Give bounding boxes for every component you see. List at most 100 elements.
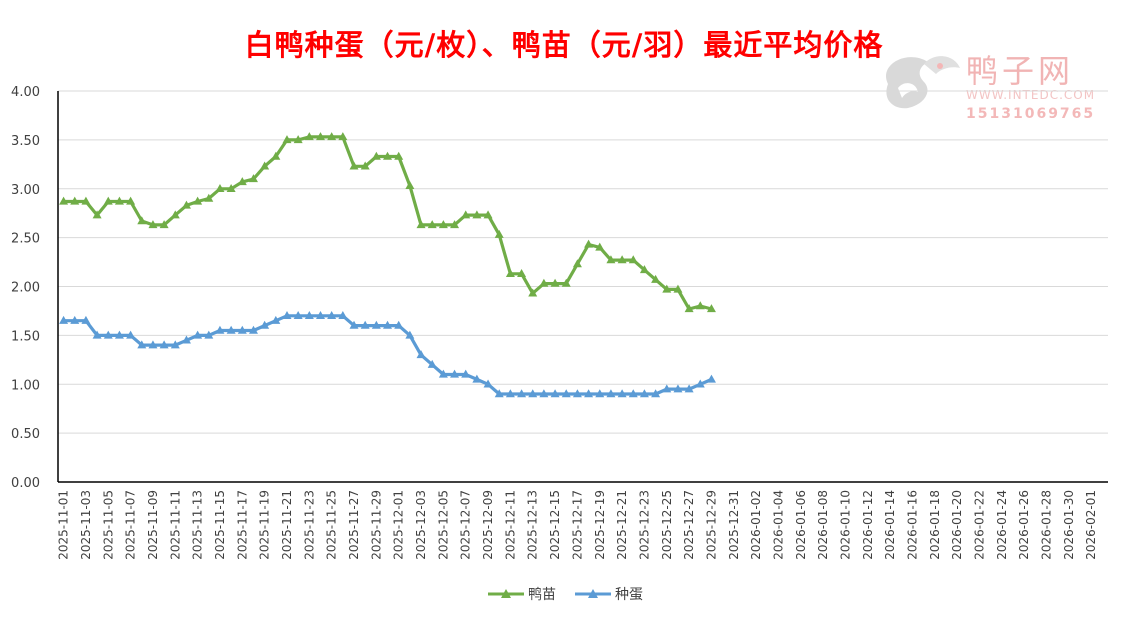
data-point-marker [360,161,370,170]
data-point-marker [282,135,292,144]
data-point-marker [383,151,393,160]
data-point-marker [293,311,303,320]
data-point-marker [316,132,325,141]
gridlines [58,90,1108,434]
data-point-marker [561,389,571,398]
x-tick-label: 2025-12-17 [570,490,584,560]
data-point-marker [137,340,147,349]
x-tick-label: 2026-01-16 [906,490,920,560]
data-point-marker [114,330,124,339]
legend-label: 种蛋 [615,587,643,603]
data-point-marker [338,311,348,320]
data-point-marker [606,255,616,264]
data-point-marker [584,239,594,248]
x-tick-label: 2025-11-23 [302,490,316,560]
y-tick-label: 2.00 [11,281,40,296]
y-tick-label: 0.50 [11,427,40,442]
x-tick-label: 2026-01-14 [883,490,897,560]
x-tick-label: 2025-12-01 [392,490,406,560]
data-point-marker [148,340,158,349]
data-point-marker [148,220,158,229]
data-point-marker [394,151,404,160]
x-tick-label: 2025-11-01 [57,490,71,560]
legend-label: 鸭苗 [528,587,556,603]
data-point-marker [461,369,471,378]
x-tick-label: 2025-11-17 [235,490,249,560]
x-tick-label: 2025-11-29 [369,490,383,560]
x-tick-label: 2026-01-12 [861,490,875,560]
data-point-marker [371,320,381,329]
data-point-marker [684,384,694,393]
data-point-marker [114,196,124,205]
x-tick-label: 2026-01-06 [794,490,808,560]
data-point-marker [237,325,247,334]
data-point-marker [584,389,594,398]
x-tick-label: 2026-02-01 [1084,490,1098,560]
x-tick-label: 2025-11-15 [213,490,227,560]
x-tick-label: 2025-11-13 [191,490,205,560]
data-point-marker [170,210,180,219]
data-point-marker [561,278,571,287]
data-point-marker [539,278,549,287]
data-point-marker [528,288,538,297]
x-tick-label: 2025-12-03 [414,490,428,560]
data-point-marker [204,330,214,339]
data-point-marker [617,255,627,264]
data-point-marker [651,389,661,398]
x-tick-label: 2025-12-09 [481,490,495,560]
x-tick-label: 2025-12-07 [459,490,473,560]
y-tick-label: 0.00 [11,476,40,491]
data-point-marker [70,196,80,205]
data-point-marker [695,379,705,388]
x-tick-label: 2026-01-28 [1040,490,1054,560]
data-point-marker [327,132,337,141]
chart-title: 白鸭种蛋（元/枚）、鸭苗（元/羽）最近平均价格 [244,28,884,62]
data-point-marker [126,196,136,205]
x-tick-label: 2026-01-30 [1062,490,1076,560]
legend: 鸭苗 种蛋 [488,587,643,603]
data-point-marker [103,196,113,205]
data-point-marker [394,320,404,329]
data-point-marker [427,220,437,229]
data-point-marker [193,196,203,205]
data-point-marker [383,320,393,329]
data-point-marker [651,274,661,283]
data-point-marker [327,311,337,320]
y-tick-label: 1.00 [11,378,40,393]
x-tick-label: 2025-12-23 [637,490,651,560]
data-point-marker [248,174,258,183]
data-point-marker [695,301,705,310]
x-tick-label: 2025-12-29 [704,490,718,560]
data-point-marker [92,330,102,339]
data-point-marker [215,325,225,334]
data-point-marker [204,193,214,202]
data-point-marker [438,369,448,378]
x-tick-label: 2025-12-05 [436,490,450,560]
x-tick-label: 2025-12-27 [682,490,696,560]
data-point-marker [260,161,270,170]
data-point-marker [438,220,448,229]
series-lines [59,132,716,398]
x-tick-label: 2025-11-05 [101,490,115,560]
x-tick-label: 2025-12-31 [727,490,741,560]
data-point-marker [528,389,538,398]
x-axis: 2025-11-01 2025-11-03 2025-11-05 2025-11-07… [57,481,1108,560]
data-point-marker [371,151,381,160]
data-point-marker [427,359,437,368]
data-point-marker [472,210,482,219]
data-point-marker [293,135,303,144]
data-point-marker [628,255,638,264]
data-point-marker [226,183,236,192]
x-tick-label: 2025-12-11 [503,490,517,560]
data-point-marker [595,389,605,398]
data-point-marker [181,335,191,344]
data-point-marker [416,350,426,359]
y-tick-label: 3.50 [11,134,40,149]
data-point-marker [706,374,716,383]
data-point-marker [282,311,292,320]
x-tick-label: 2025-11-03 [79,490,93,560]
data-point-marker [237,177,247,186]
data-point-marker [639,389,649,398]
